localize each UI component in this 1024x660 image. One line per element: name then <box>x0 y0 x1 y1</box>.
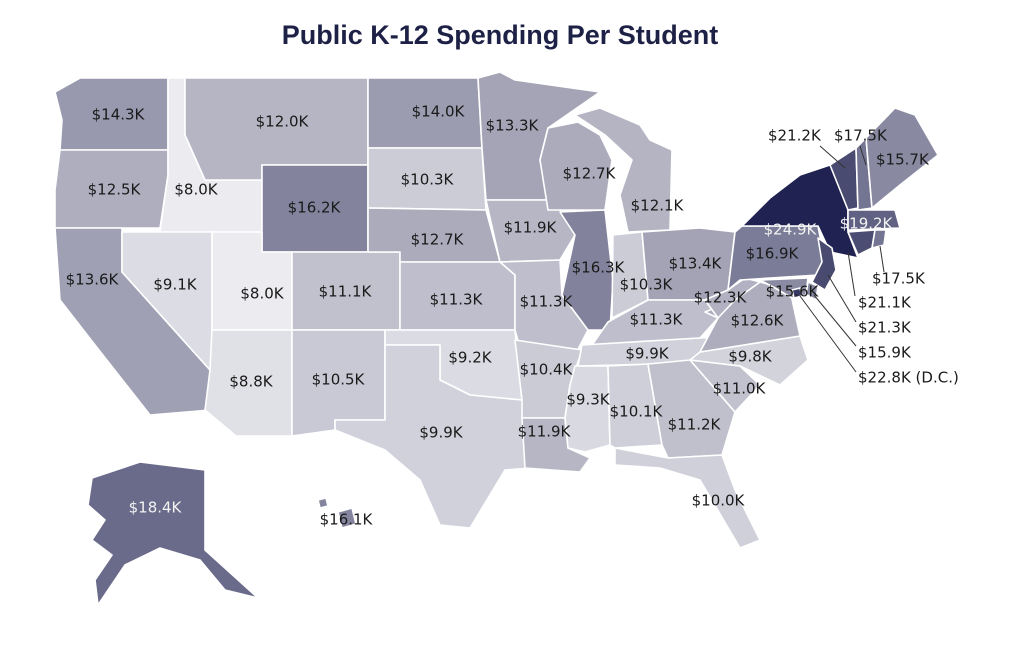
leader-RI <box>879 245 885 273</box>
label-ME: $15.7K <box>876 151 930 169</box>
state-HI[interactable] <box>337 507 357 529</box>
label-TX: $9.9K <box>419 424 463 442</box>
label-AZ: $8.8K <box>229 373 273 391</box>
leader-NJ <box>827 274 857 323</box>
label-IA: $11.9K <box>504 219 558 237</box>
label-NJ: $21.3K <box>858 319 912 337</box>
label-ND: $14.0K <box>412 103 466 121</box>
label-OK: $9.2K <box>448 349 492 367</box>
label-DC: $22.8K (D.C.) <box>858 369 959 387</box>
label-IN: $10.3K <box>620 276 674 294</box>
label-UT: $8.0K <box>240 285 284 303</box>
state-NJ[interactable] <box>811 237 837 291</box>
label-GA: $11.2K <box>668 416 722 434</box>
label-IL: $16.3K <box>572 259 626 277</box>
label-SC: $11.0K <box>713 380 767 398</box>
label-KY: $11.3K <box>630 311 684 329</box>
state-WI[interactable] <box>539 121 613 211</box>
leader-NH <box>859 145 867 166</box>
state-HI-island[interactable] <box>317 497 329 509</box>
label-TN: $9.9K <box>625 345 669 363</box>
state-RI[interactable] <box>871 229 887 249</box>
label-LA: $11.9K <box>518 423 572 441</box>
state-ME[interactable] <box>865 107 939 209</box>
state-IA[interactable] <box>485 199 576 263</box>
label-MA: $19.2K <box>840 215 894 233</box>
label-CT: $21.1K <box>858 294 912 312</box>
state-IL[interactable] <box>559 209 614 331</box>
label-OR: $12.5K <box>88 181 142 199</box>
state-AK[interactable] <box>87 461 259 606</box>
label-AK: $18.4K <box>129 499 183 517</box>
label-WA: $14.3K <box>92 106 146 124</box>
label-DE: $15.9K <box>858 344 912 362</box>
state-DC[interactable] <box>791 287 803 299</box>
label-CA: $13.6K <box>66 271 120 289</box>
label-PA: $16.9K <box>746 245 800 263</box>
leader-DE <box>813 294 857 347</box>
label-SD: $10.3K <box>401 171 455 189</box>
label-ID: $8.0K <box>174 181 218 199</box>
label-NC: $9.8K <box>728 348 772 366</box>
leader-VT <box>819 145 846 169</box>
label-MD: $15.6K <box>766 283 820 301</box>
label-FL: $10.0K <box>692 492 746 510</box>
label-AL: $10.1K <box>610 403 664 421</box>
label-CO: $11.1K <box>319 283 373 301</box>
label-VT: $21.2K <box>768 127 822 145</box>
label-WI: $12.7K <box>563 165 617 183</box>
label-AR: $10.4K <box>520 361 574 379</box>
label-HI: $16.1K <box>320 511 374 529</box>
label-NH: $17.5K <box>834 127 888 145</box>
label-MT: $12.0K <box>256 113 310 131</box>
label-WY: $16.2K <box>288 199 342 217</box>
label-VA: $12.6K <box>731 312 785 330</box>
state-MS[interactable] <box>564 365 611 453</box>
leader-CT <box>847 251 856 297</box>
label-MO: $11.3K <box>520 293 574 311</box>
state-TX[interactable] <box>334 344 531 529</box>
label-MI: $12.1K <box>631 197 685 215</box>
leader-DC <box>799 295 857 373</box>
label-NV: $9.1K <box>153 276 197 294</box>
label-RI: $17.5K <box>872 270 926 288</box>
label-NE: $12.7K <box>411 231 465 249</box>
map-title: Public K-12 Spending Per Student <box>281 20 719 50</box>
label-NM: $10.5K <box>312 371 366 389</box>
label-NY: $24.9K <box>764 221 818 239</box>
state-FL[interactable] <box>614 447 761 549</box>
label-KS: $11.3K <box>430 291 484 309</box>
state-AL[interactable] <box>607 363 663 449</box>
label-MS: $9.3K <box>566 391 610 409</box>
state-MA[interactable] <box>847 209 901 231</box>
label-MN: $13.3K <box>486 117 540 135</box>
label-OH: $13.4K <box>669 255 723 273</box>
label-WV: $12.3K <box>694 289 748 307</box>
